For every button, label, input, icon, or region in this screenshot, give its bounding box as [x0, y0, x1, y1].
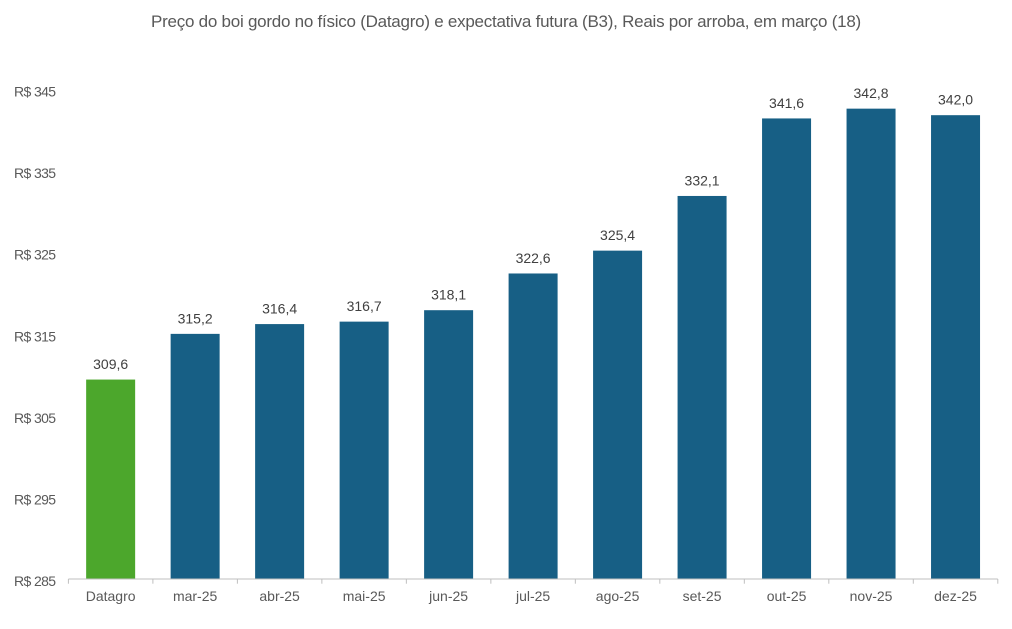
svg-text:309,6: 309,6 [93, 356, 128, 372]
svg-text:mai-25: mai-25 [343, 588, 386, 604]
svg-text:jul-25: jul-25 [515, 588, 550, 604]
svg-text:Datagro: Datagro [86, 588, 136, 604]
svg-text:R$ 305: R$ 305 [14, 410, 56, 426]
svg-text:Preço do boi gordo no físico (: Preço do boi gordo no físico (Datagro) e… [151, 12, 861, 31]
svg-text:341,6: 341,6 [769, 95, 804, 111]
svg-text:316,4: 316,4 [262, 301, 297, 317]
svg-text:ago-25: ago-25 [596, 588, 640, 604]
svg-text:nov-25: nov-25 [850, 588, 893, 604]
svg-text:mar-25: mar-25 [173, 588, 218, 604]
svg-text:325,4: 325,4 [600, 227, 635, 243]
svg-text:dez-25: dez-25 [934, 588, 977, 604]
svg-text:R$ 295: R$ 295 [14, 492, 56, 508]
svg-text:R$ 345: R$ 345 [14, 84, 56, 100]
svg-text:R$ 335: R$ 335 [14, 165, 56, 181]
svg-text:jun-25: jun-25 [428, 588, 468, 604]
svg-text:342,0: 342,0 [938, 92, 973, 108]
svg-text:R$ 315: R$ 315 [14, 328, 56, 344]
svg-text:318,1: 318,1 [431, 287, 466, 303]
svg-text:315,2: 315,2 [178, 310, 213, 326]
svg-text:out-25: out-25 [767, 588, 807, 604]
svg-text:316,7: 316,7 [347, 298, 382, 314]
svg-text:set-25: set-25 [683, 588, 722, 604]
svg-text:342,8: 342,8 [854, 85, 889, 101]
svg-text:R$ 285: R$ 285 [14, 573, 56, 589]
svg-text:332,1: 332,1 [685, 172, 720, 188]
svg-text:abr-25: abr-25 [259, 588, 300, 604]
svg-text:R$ 325: R$ 325 [14, 247, 56, 263]
svg-text:322,6: 322,6 [516, 250, 551, 266]
